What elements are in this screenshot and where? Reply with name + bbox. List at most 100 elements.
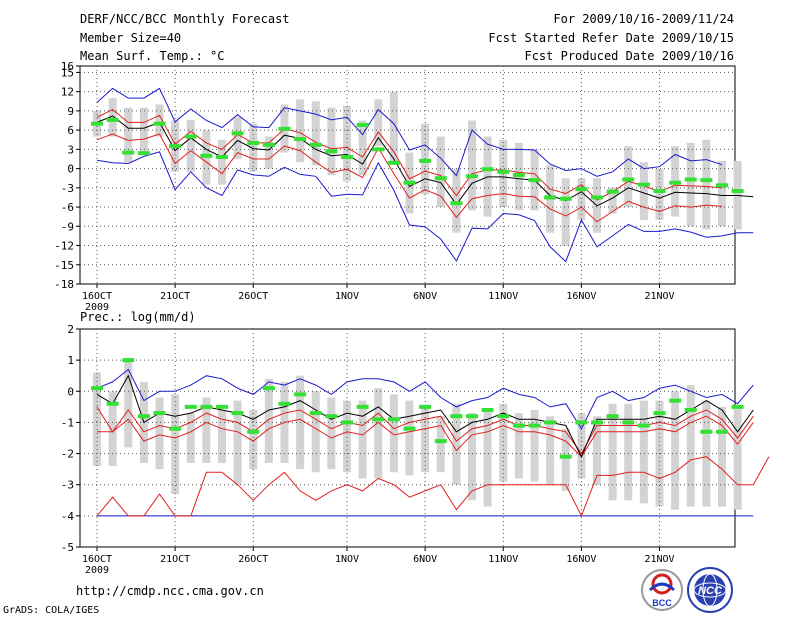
temp-green-mark-12 [278, 126, 291, 131]
prec-green-mark-24 [466, 414, 478, 419]
prec-green-mark-19 [387, 417, 400, 422]
temp-green-mark-23 [450, 201, 463, 206]
prec-xtick-label-0: 16OCT [82, 554, 112, 565]
temp-box-35 [639, 162, 648, 220]
prec-box-1 [108, 391, 117, 467]
temp-green-mark-38 [684, 177, 697, 182]
prec-ytick-label-4: -2 [61, 448, 74, 461]
prec-ytick-label-7: -5 [61, 541, 74, 554]
temp-box-14 [311, 101, 320, 166]
prec-green-mark-17 [356, 404, 369, 409]
prec-box-28 [530, 409, 539, 482]
temp-green-mark-41 [731, 189, 744, 194]
temp-green-mark-25 [481, 167, 494, 172]
temp-green-mark-13 [294, 137, 307, 142]
prec-box-37 [671, 391, 680, 510]
prec-green-mark-11 [262, 386, 275, 391]
prec-box-27 [514, 413, 523, 479]
temp-green-mark-37 [669, 180, 682, 185]
forecast-started-date: Fcst Started Refer Date 2009/10/15 [488, 31, 734, 45]
temp-box-19 [389, 91, 398, 163]
prec-box-34 [624, 403, 633, 501]
prec-box-0 [93, 372, 101, 467]
temp-green-mark-7 [200, 153, 213, 158]
prec-green-mark-40 [716, 429, 728, 434]
prec-green-mark-14 [309, 411, 322, 416]
forecast-produced-date: Fcst Produced Date 2009/10/16 [524, 49, 734, 63]
temp-green-mark-16 [341, 155, 353, 160]
chart-title: DERF/NCC/BCC Monthly Forecast [80, 12, 290, 26]
temp-green-mark-1 [106, 117, 119, 122]
prec-ytick-label-0: 2 [67, 323, 74, 336]
temp-ytick-label-9: -9 [61, 220, 74, 233]
temp-ytick-label-11: -15 [54, 259, 74, 272]
temp-box-18 [374, 99, 383, 147]
temp-ytick-label-4: 6 [67, 124, 74, 137]
prec-green-mark-4 [153, 411, 166, 416]
bcc-logo-text: BCC [652, 598, 672, 608]
temp-box-24 [468, 120, 476, 211]
prec-box-41 [733, 406, 742, 510]
prec-green-mark-20 [403, 426, 416, 431]
source-url: http://cmdp.ncc.cma.gov.cn [76, 584, 264, 598]
temp-box-31 [577, 178, 586, 220]
prec-green-mark-12 [278, 401, 291, 406]
prec-green-mark-22 [434, 439, 447, 444]
prec-green-mark-38 [684, 407, 697, 412]
prec-xtick-label-1: 21OCT [160, 554, 190, 565]
prec-green-mark-33 [606, 414, 619, 419]
temp-green-mark-26 [497, 169, 510, 174]
temp-lower-blue-line [96, 151, 754, 263]
temp-green-mark-18 [372, 147, 385, 152]
prec-green-mark-37 [669, 398, 682, 403]
temp-box-30 [561, 178, 570, 246]
prec-green-mark-9 [231, 411, 244, 416]
prec-box-20 [405, 400, 414, 476]
temp-green-mark-11 [262, 142, 275, 147]
prec-lower-red-line [97, 415, 754, 458]
prec-lower-red2-line [96, 456, 770, 518]
temp-green-mark-40 [716, 183, 728, 188]
temp-green-mark-22 [434, 176, 447, 181]
prec-green-mark-26 [497, 414, 510, 419]
prec-box-6 [186, 413, 195, 463]
forecast-period: For 2009/10/16-2009/11/24 [553, 12, 734, 26]
prec-upper-blue-line [96, 368, 754, 430]
prec-green-mark-39 [700, 429, 713, 434]
temp-box-1 [108, 98, 117, 137]
temp-ytick-label-3: 9 [67, 105, 74, 118]
prec-box-5 [171, 394, 180, 495]
prec-xtick-label-6: 16NOV [566, 554, 596, 565]
temp-lower-red-line [96, 133, 723, 223]
prec-green-mark-32 [591, 420, 603, 425]
prec-green-mark-34 [622, 420, 635, 425]
prec-green-mark-15 [325, 414, 338, 419]
temp-ytick-label-0: 16 [61, 60, 74, 73]
prec-box-32 [593, 416, 601, 485]
temp-box-11 [264, 136, 273, 169]
temp-green-mark-14 [309, 142, 322, 147]
prec-box-10 [249, 409, 258, 470]
prec-box-39 [702, 400, 711, 507]
temp-green-mark-21 [419, 158, 432, 163]
prec-green-mark-41 [731, 404, 744, 409]
prec-box-15 [327, 397, 336, 470]
prec-xtick-label-2: 26OCT [238, 554, 268, 565]
temp-box-16 [343, 105, 351, 182]
prec-box-21 [421, 406, 430, 473]
temp-green-mark-2 [122, 150, 135, 155]
temp-green-mark-15 [325, 149, 338, 154]
temp-box-38 [686, 142, 695, 227]
prec-box-38 [686, 385, 695, 507]
prec-ytick-label-3: -1 [61, 416, 74, 429]
ncc-logo-text: NCC [698, 585, 723, 597]
prec-xtick-label-3: 1NOV [335, 554, 359, 565]
prec-green-mark-8 [216, 404, 228, 409]
temp-xtick-label-0: 16OCT [82, 291, 112, 302]
temp-xtick-label-2: 26OCT [238, 291, 268, 302]
prec-xtick-label-4: 6NOV [413, 554, 437, 565]
prec-green-mark-36 [653, 411, 666, 416]
temp-green-mark-6 [184, 134, 197, 139]
prec-xtick-label-5: 11NOV [488, 554, 518, 565]
temp-green-mark-33 [606, 189, 619, 194]
